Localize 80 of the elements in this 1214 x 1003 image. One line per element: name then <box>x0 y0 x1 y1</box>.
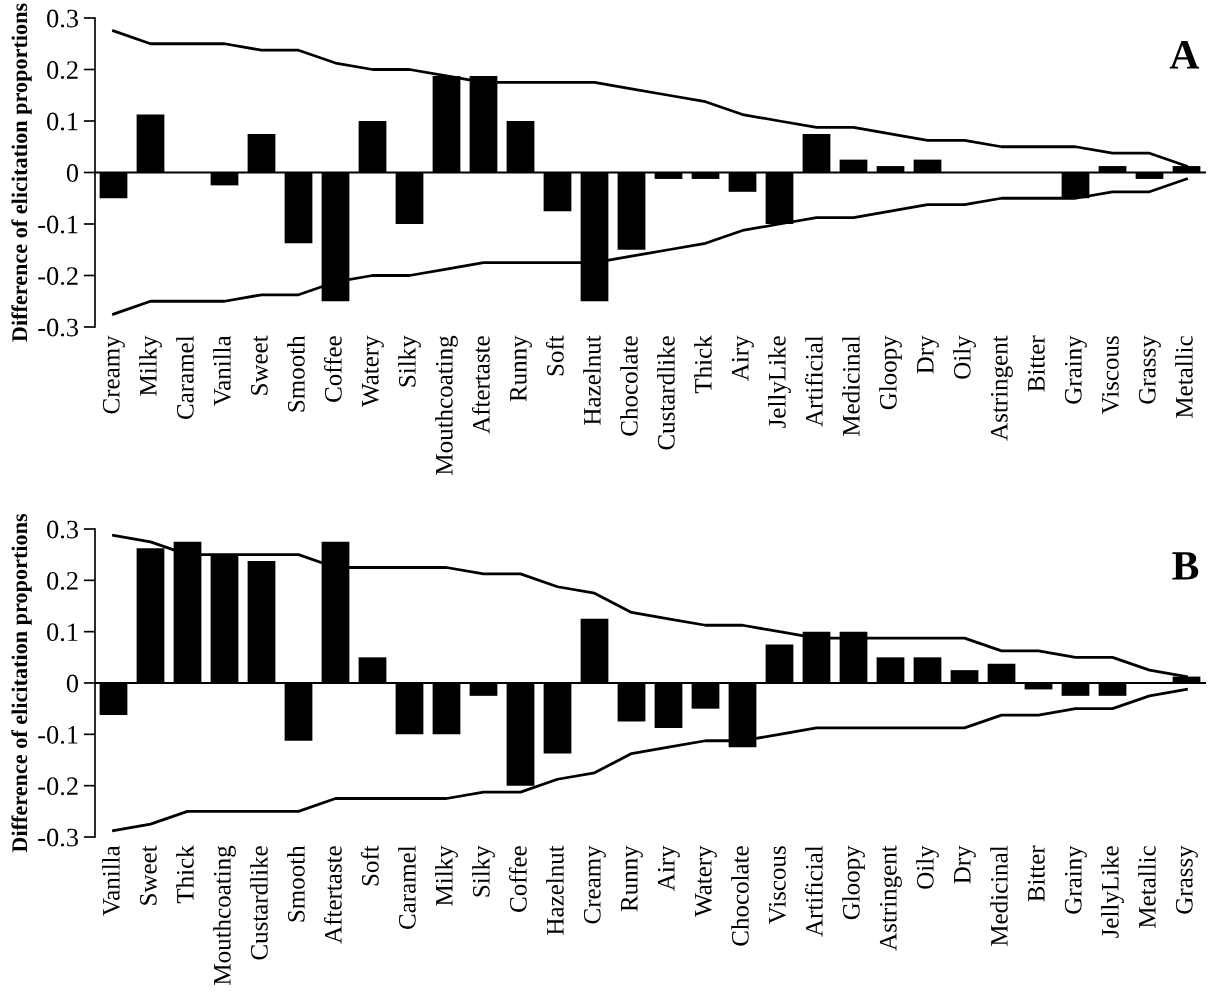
y-tick-label: -0.3 <box>38 828 78 847</box>
x-tick-label: Aftertaste <box>471 336 490 434</box>
y-tick-label: 0.3 <box>47 9 78 28</box>
annotation: A <box>1169 41 1200 69</box>
x-tick-label: Oily <box>953 335 976 379</box>
x-tick-label: Aftertaste <box>323 846 342 944</box>
x-tick-label: Astringent <box>990 335 1013 441</box>
x-tick-label: Sweet <box>139 845 157 905</box>
x-tick-label: Metallic <box>1175 336 1193 418</box>
x-tick-label: Thick <box>694 335 712 394</box>
x-tick-label: JellyLike <box>768 336 791 428</box>
x-tick-label: Grassy <box>1175 845 1198 914</box>
x-tick-label: Milky <box>139 335 162 396</box>
x-tick-label: Oily <box>916 845 939 889</box>
x-tick-label: Coffee <box>323 336 342 402</box>
y-tick-label: 0.1 <box>47 112 78 131</box>
x-tick-label: Dry <box>917 335 939 374</box>
y-tick-label: -0.2 <box>38 777 78 796</box>
x-tick-label: Watery <box>695 845 717 917</box>
x-tick-label: Viscous <box>768 846 786 925</box>
x-tick-label: Creamy <box>583 845 606 924</box>
x-tick-label: Bitter <box>1027 845 1045 902</box>
x-tick-label: Chocolate <box>731 846 749 946</box>
x-tick-label: Gloopy <box>842 845 865 920</box>
x-tick-label: Runny <box>510 335 532 402</box>
x-tick-label: Airy <box>731 335 754 381</box>
annotation: B <box>1172 552 1199 580</box>
x-tick-label: Soft <box>360 845 379 886</box>
x-tick-label: Caramel <box>398 845 416 929</box>
x-tick-label: JellyLike <box>1101 846 1124 938</box>
x-tick-label: Artificial <box>804 845 823 937</box>
x-tick-label: Grainy <box>1064 845 1087 914</box>
x-tick-label: Dry <box>954 845 976 884</box>
y-tick-label: 0 <box>66 164 79 182</box>
x-tick-label: Runny <box>621 845 643 912</box>
y-axis-title: Difference of elicitation proportions <box>11 3 32 342</box>
x-tick-label: Hazelnut <box>546 845 564 935</box>
x-tick-label: Watery <box>362 335 384 407</box>
x-tick-label: Viscous <box>1101 336 1119 415</box>
x-tick-label: Artificial <box>804 335 823 427</box>
x-tick-label: Coffee <box>508 846 527 912</box>
x-tick-label: Mouthcoating <box>435 335 458 475</box>
x-tick-label: Soft <box>545 335 564 376</box>
x-tick-label: Smooth <box>287 845 305 922</box>
y-tick-label: -0.1 <box>38 215 78 234</box>
y-tick-label: 0.2 <box>47 61 78 80</box>
line-series <box>112 177 1188 316</box>
x-tick-label: Silky <box>398 335 421 387</box>
x-tick-label: Airy <box>657 845 680 891</box>
x-tick-label: Medicinal <box>842 335 860 436</box>
y-tick-label: 0.2 <box>47 571 78 590</box>
y-tick-label: -0.2 <box>38 267 78 286</box>
y-tick-label: 0.1 <box>47 623 78 642</box>
x-tick-label: Medicinal <box>990 845 1008 946</box>
x-tick-label: Sweet <box>250 335 268 395</box>
x-tick-label: Mouthcoating <box>213 845 236 985</box>
x-tick-label: Vanilla <box>213 335 231 406</box>
line-series <box>112 688 1188 832</box>
x-tick-label: Astringent <box>879 845 902 951</box>
x-tick-label: Custardlike <box>657 336 675 450</box>
x-tick-label: Hazelnut <box>583 335 601 425</box>
y-tick-label: -0.1 <box>38 725 78 744</box>
x-tick-label: Chocolate <box>620 336 638 436</box>
y-tick-label: -0.3 <box>38 318 78 337</box>
x-tick-label: Silky <box>472 845 495 897</box>
x-tick-label: Metallic <box>1138 846 1156 928</box>
x-tick-label: Custardlike <box>250 846 268 960</box>
x-tick-label: Grainy <box>1064 335 1087 404</box>
x-tick-label: Vanilla <box>102 845 120 916</box>
x-tick-label: Thick <box>176 845 194 904</box>
x-tick-label: Gloopy <box>879 335 902 410</box>
x-tick-label: Grassy <box>1138 335 1161 404</box>
x-tick-label: Caramel <box>176 335 194 419</box>
y-tick-label: 0 <box>66 674 79 693</box>
x-tick-label: Bitter <box>1027 335 1045 392</box>
y-axis-title: Difference of elicitation proportions <box>11 513 32 853</box>
y-tick-label: 0.3 <box>47 520 78 539</box>
x-tick-label: Creamy <box>102 335 125 414</box>
x-tick-label: Milky <box>435 845 458 906</box>
x-tick-label: Smooth <box>287 335 305 412</box>
